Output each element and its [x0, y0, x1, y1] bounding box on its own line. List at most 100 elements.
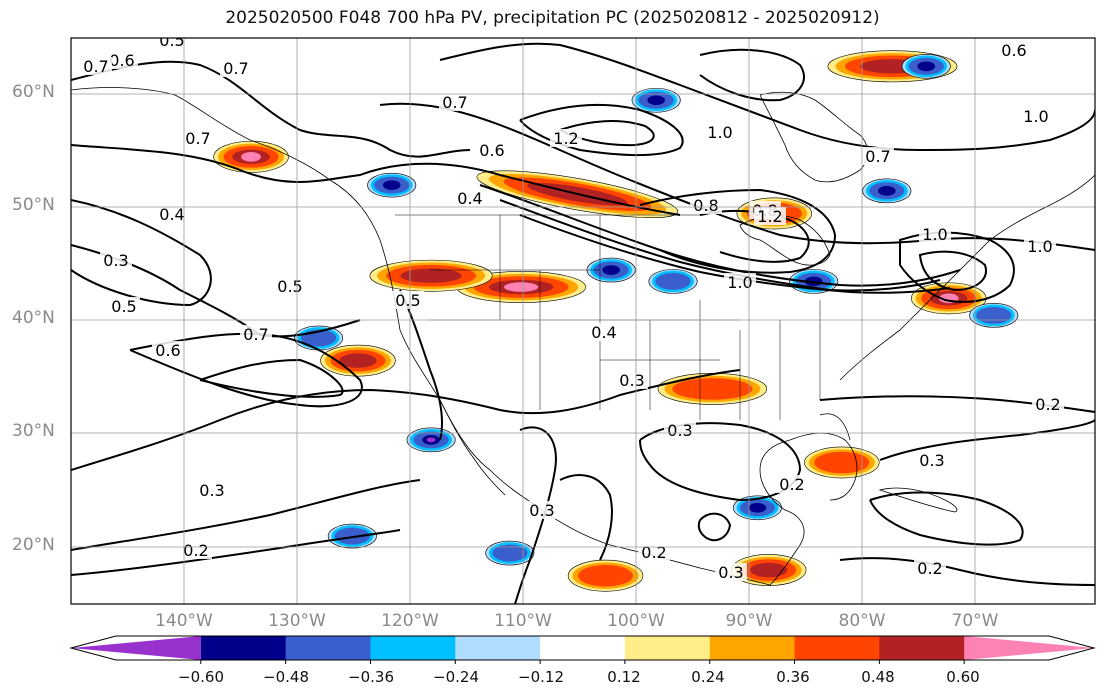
pv-contour — [71, 479, 421, 551]
pv-contour-label: 0.3 — [718, 563, 743, 582]
pv-contour-label-bg — [106, 51, 138, 69]
pv-contour-label: 0.5 — [277, 277, 302, 296]
pv-contour-label-bg — [704, 123, 736, 141]
pv-contour-label-bg — [690, 196, 722, 214]
precip-shade-level — [426, 437, 436, 443]
pv-contour — [71, 60, 471, 158]
pv-contour-label-bg — [616, 371, 648, 389]
precip-shade-level — [400, 268, 462, 283]
lat-tick-label: 50°N — [12, 195, 55, 215]
colorbar-segment — [455, 636, 541, 660]
pv-contour — [129, 332, 363, 408]
pv-contour-label-bg — [180, 541, 212, 559]
precip-shade-level — [878, 186, 896, 196]
colorbar-tick-label: −0.60 — [178, 668, 224, 686]
pv-contour-label: 0.7 — [83, 57, 108, 76]
pv-contour-label: 1.0 — [1027, 237, 1052, 256]
pv-contour-label-bg — [1020, 107, 1052, 125]
colorbar-segment — [200, 636, 287, 660]
lat-tick-label: 40°N — [12, 308, 55, 328]
pv-contour-label: 0.7 — [243, 325, 268, 344]
pv-contour — [869, 491, 1024, 546]
pv-contour-label: 0.5 — [159, 31, 184, 50]
pv-contour-label-bg — [998, 41, 1030, 59]
pv-contour — [699, 209, 810, 263]
colorbar-segment — [285, 636, 371, 660]
precip-shade-level — [917, 61, 936, 72]
pv-contour-label: 0.3 — [919, 451, 944, 470]
lon-tick-label: 90°W — [725, 611, 773, 631]
pv-contour-labels: 0.60.70.50.70.70.70.61.2 1.00.80.61.00.40… — [80, 31, 1064, 582]
colorbar-segment — [370, 636, 456, 660]
lon-tick-label: 70°W — [951, 611, 999, 631]
pv-contour-label-bg — [476, 141, 508, 159]
pv-contour-label: 0.3 — [619, 371, 644, 390]
pv-contour-label-bg — [862, 147, 894, 165]
pv-contour-label-bg — [156, 38, 188, 49]
pv-contour-label-bg — [1024, 237, 1056, 255]
negative-precip-region — [631, 87, 681, 113]
map-frame — [70, 37, 1096, 605]
baja-california-coastline — [439, 399, 506, 496]
pv-contour — [519, 214, 951, 294]
precip-shade-level — [334, 527, 370, 545]
pv-contour — [699, 48, 805, 102]
pv-contour-label: 0.2 — [779, 475, 804, 494]
pv-contour — [697, 512, 732, 542]
positive-precip-region — [730, 554, 807, 586]
colorbar-tick-label: 0.24 — [691, 668, 725, 686]
hudson-bay-coastline — [759, 91, 868, 183]
pv-contour-label-bg — [664, 421, 696, 439]
pv-contour-label-bg — [916, 451, 948, 469]
lat-lon-grid — [71, 38, 1095, 604]
lat-tick-label: 30°N — [12, 421, 55, 441]
pv-contour — [439, 42, 1095, 152]
pv-contour-label: 0.4 — [591, 323, 616, 342]
precip-shade-level — [241, 152, 261, 162]
cuba-outline — [878, 487, 958, 513]
negative-precip-region — [969, 303, 1019, 328]
pv-contour-label: 1.0 — [1023, 107, 1048, 126]
lon-tick-label: 100°W — [607, 611, 665, 631]
pv-contour-label: 0.3 — [199, 481, 224, 500]
north-america-coastline — [71, 87, 1095, 586]
colorbar-segment — [879, 636, 965, 660]
pv-contour-label-bg — [715, 563, 747, 581]
positive-precip-region — [804, 446, 880, 479]
pv-contour-label: 0.8 — [693, 196, 718, 215]
pv-contour — [71, 369, 741, 471]
pv-contour-label-bg — [550, 129, 582, 147]
colorbar-outline — [69, 635, 1096, 661]
precip-shade-level — [504, 282, 539, 292]
pv-contour-label: 0.2 — [917, 559, 942, 578]
precip-shade-level — [655, 272, 691, 290]
pv-contour-label: 1.0 — [707, 123, 732, 142]
pv-contour-label: 0.3 — [667, 421, 692, 440]
pv-contour — [819, 395, 1095, 413]
positive-precip-region — [213, 140, 289, 173]
pv-contour-label: 0.5 — [395, 291, 420, 310]
pv-contour — [399, 289, 443, 441]
pv-contour-label-bg — [196, 481, 228, 499]
pv-contour — [559, 474, 613, 561]
pv-contour-label-bg — [152, 341, 184, 359]
pv-contour-label-bg — [156, 205, 188, 223]
pv-contour-label-bg — [776, 475, 808, 493]
pv-contour — [559, 120, 655, 147]
precip-shade-level — [748, 502, 767, 513]
precip-shade-level — [339, 353, 377, 368]
negative-precip-region — [367, 172, 417, 198]
positive-precip-region — [320, 344, 396, 377]
pv-contour-label: 0.6 — [155, 341, 180, 360]
precip-shade-level — [382, 180, 401, 190]
colorbar-segment — [794, 636, 880, 660]
pv-contour — [71, 529, 401, 576]
positive-precip-region — [369, 259, 493, 292]
pv-contour — [839, 557, 1095, 586]
pv-contour-label: 0.5 — [111, 297, 136, 316]
colorbar-tick-label: −0.36 — [348, 668, 394, 686]
positive-precip-region — [456, 271, 587, 303]
colorbar-segment — [71, 636, 201, 660]
pv-contour-label: 0.7 — [865, 147, 890, 166]
